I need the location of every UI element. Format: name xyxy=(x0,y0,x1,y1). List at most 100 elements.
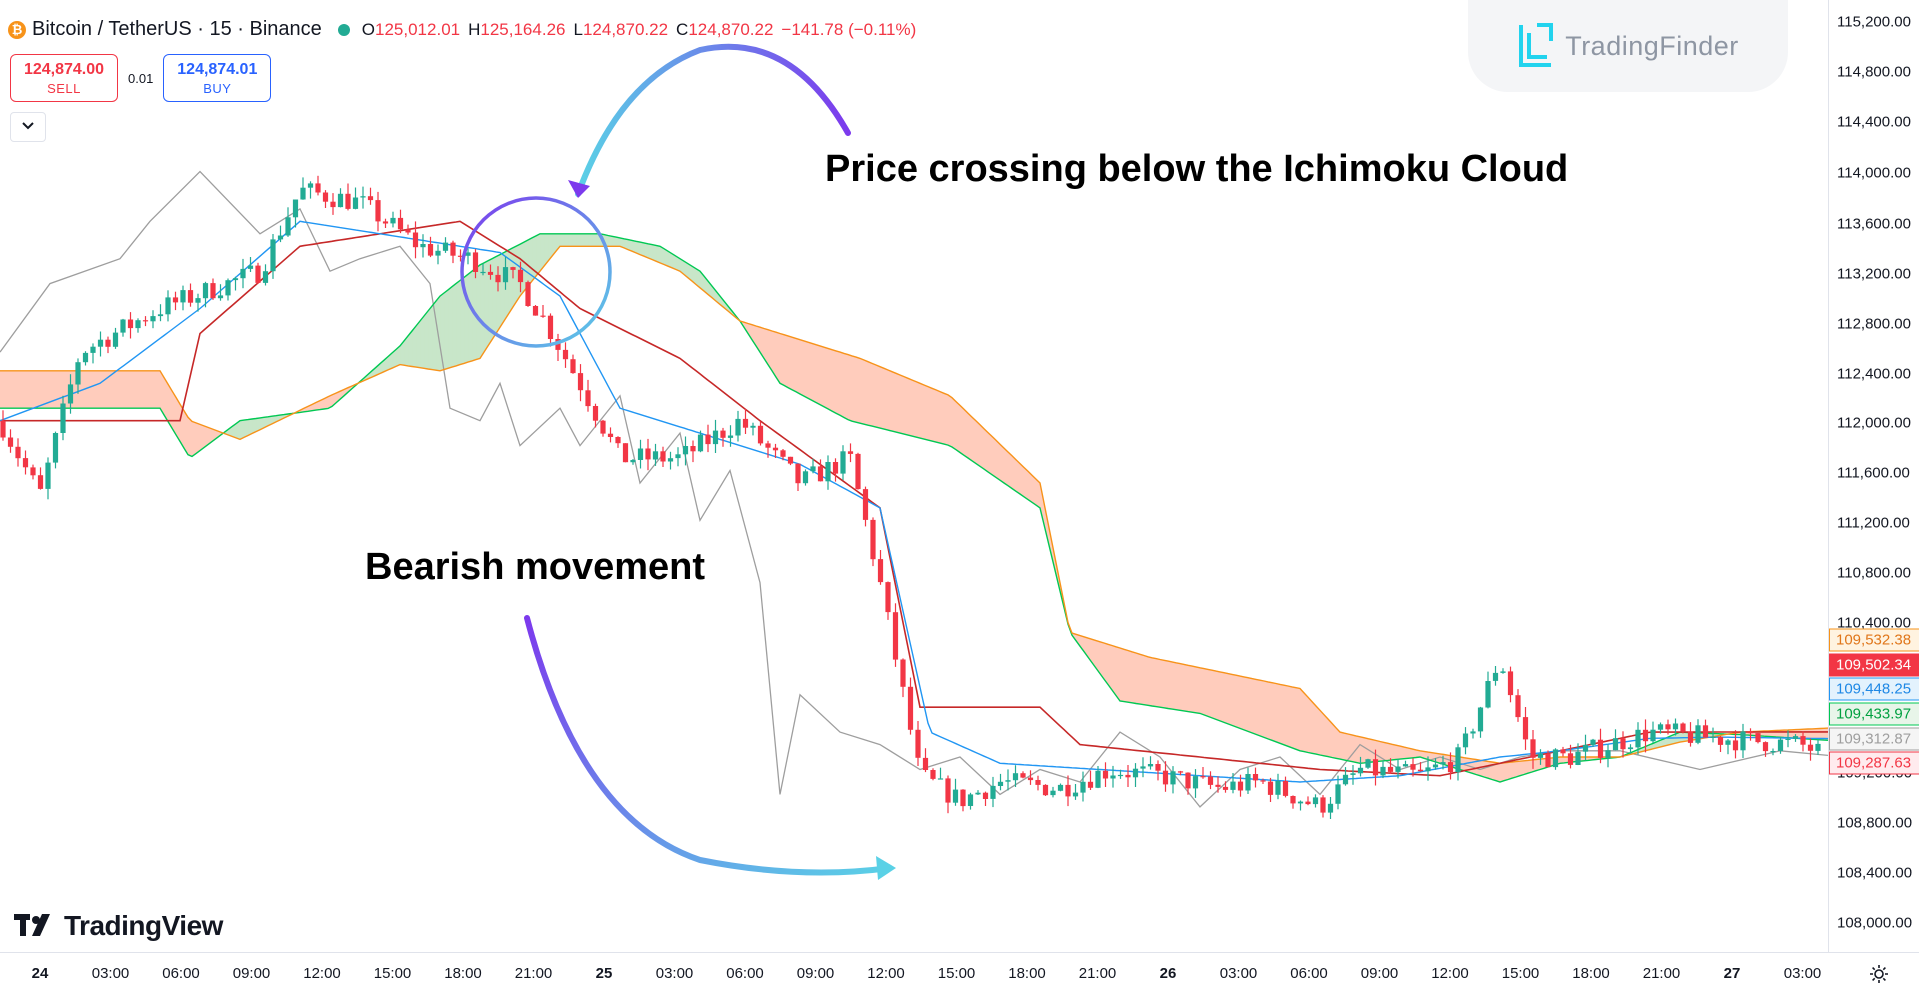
highlight-circle[interactable] xyxy=(460,196,612,348)
candle[interactable] xyxy=(15,438,21,467)
candle[interactable] xyxy=(405,224,411,235)
candle[interactable] xyxy=(1575,743,1581,766)
candle[interactable] xyxy=(885,581,891,620)
candle[interactable] xyxy=(960,789,966,812)
candle[interactable] xyxy=(97,331,104,357)
candle[interactable] xyxy=(1417,762,1424,772)
candlesticks[interactable] xyxy=(0,175,1821,819)
candle[interactable] xyxy=(1252,767,1259,788)
candle[interactable] xyxy=(742,409,749,434)
candle[interactable] xyxy=(1237,774,1244,797)
candle[interactable] xyxy=(915,721,921,766)
candle[interactable] xyxy=(90,343,96,364)
candle[interactable] xyxy=(1170,766,1176,794)
candle[interactable] xyxy=(892,603,899,667)
candle[interactable] xyxy=(877,550,884,585)
candle[interactable] xyxy=(225,278,231,301)
candle[interactable] xyxy=(517,261,524,293)
candle[interactable] xyxy=(307,181,314,199)
candle[interactable] xyxy=(427,236,434,258)
gear-icon[interactable] xyxy=(1866,961,1892,987)
candle[interactable] xyxy=(577,364,584,402)
candle[interactable] xyxy=(1680,722,1686,734)
candle[interactable] xyxy=(705,424,711,453)
candle[interactable] xyxy=(622,443,629,463)
candle[interactable] xyxy=(1140,757,1146,778)
candle[interactable] xyxy=(1657,722,1664,734)
candle[interactable] xyxy=(367,187,374,205)
candle[interactable] xyxy=(682,436,689,466)
candle[interactable] xyxy=(1357,756,1364,777)
candle[interactable] xyxy=(667,451,674,470)
candle[interactable] xyxy=(480,263,486,276)
collapse-legend-button[interactable] xyxy=(10,112,46,142)
sell-button[interactable]: 124,874.00 SELL xyxy=(10,54,118,102)
candle[interactable] xyxy=(982,791,989,806)
candle[interactable] xyxy=(1425,756,1431,781)
curved-arrow-top[interactable] xyxy=(575,43,851,197)
candle[interactable] xyxy=(465,248,471,265)
candle[interactable] xyxy=(1560,746,1566,757)
candle[interactable] xyxy=(952,778,959,806)
candle[interactable] xyxy=(1207,771,1214,790)
chart-area[interactable] xyxy=(0,0,1828,952)
candle[interactable] xyxy=(1342,767,1349,786)
candle[interactable] xyxy=(1297,800,1304,811)
candle[interactable] xyxy=(1620,731,1626,758)
candle[interactable] xyxy=(300,177,306,200)
candle[interactable] xyxy=(600,419,606,437)
candle[interactable] xyxy=(697,430,704,453)
candle[interactable] xyxy=(765,440,771,458)
candle[interactable] xyxy=(1335,775,1341,810)
candle[interactable] xyxy=(112,327,119,349)
candle[interactable] xyxy=(0,410,6,441)
candle[interactable] xyxy=(712,419,719,453)
candle[interactable] xyxy=(1597,728,1604,764)
candle[interactable] xyxy=(1717,736,1724,752)
candle[interactable] xyxy=(1132,763,1139,787)
candle[interactable] xyxy=(1500,668,1506,674)
candle[interactable] xyxy=(1695,719,1701,745)
candle[interactable] xyxy=(1515,689,1521,722)
candle[interactable] xyxy=(1785,730,1791,748)
candle[interactable] xyxy=(1522,707,1529,750)
candle[interactable] xyxy=(1455,743,1461,781)
candle[interactable] xyxy=(1260,778,1266,784)
candle[interactable] xyxy=(1477,706,1484,738)
candle[interactable] xyxy=(135,318,141,333)
candle[interactable] xyxy=(375,191,381,232)
candle[interactable] xyxy=(750,422,756,436)
candle[interactable] xyxy=(442,237,449,253)
candle[interactable] xyxy=(1590,738,1596,747)
candle[interactable] xyxy=(210,278,216,300)
candle[interactable] xyxy=(1800,731,1806,752)
candle[interactable] xyxy=(1057,783,1064,792)
candle[interactable] xyxy=(412,221,419,259)
candle[interactable] xyxy=(1447,752,1454,780)
candle[interactable] xyxy=(945,775,951,814)
candle[interactable] xyxy=(1267,777,1274,802)
candle[interactable] xyxy=(1327,797,1334,819)
symbol-legend[interactable]: ₿ Bitcoin / TetherUS · 15 · Binance O125… xyxy=(8,18,916,41)
candle[interactable] xyxy=(262,264,269,286)
candle[interactable] xyxy=(232,276,239,291)
candle[interactable] xyxy=(1350,765,1356,785)
candle[interactable] xyxy=(1095,766,1101,789)
drawings[interactable] xyxy=(460,43,896,880)
candle[interactable] xyxy=(67,374,74,414)
candle[interactable] xyxy=(825,455,831,490)
candle[interactable] xyxy=(472,249,479,279)
candle[interactable] xyxy=(120,318,126,337)
candle[interactable] xyxy=(525,280,531,307)
candle[interactable] xyxy=(1432,758,1439,770)
candle[interactable] xyxy=(1537,749,1544,765)
candle[interactable] xyxy=(660,446,666,467)
candle[interactable] xyxy=(1792,734,1799,742)
candle[interactable] xyxy=(1192,769,1199,798)
candle[interactable] xyxy=(1687,722,1694,747)
candle[interactable] xyxy=(487,264,494,280)
candle[interactable] xyxy=(532,305,539,316)
candle[interactable] xyxy=(1222,781,1229,793)
candle[interactable] xyxy=(540,305,546,318)
candle[interactable] xyxy=(1110,765,1116,788)
